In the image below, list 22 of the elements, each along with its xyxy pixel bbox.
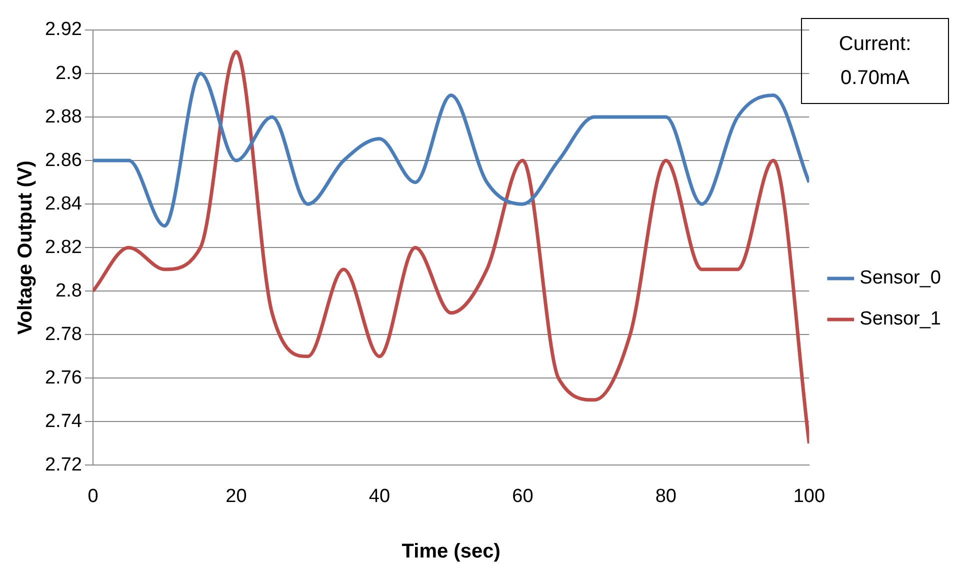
y-tick-label: 2.84 [44, 193, 82, 214]
legend-label: Sensor_0 [860, 268, 942, 289]
x-tick-label: 40 [368, 486, 390, 507]
legend-label: Sensor_1 [860, 308, 942, 330]
x-axis-title: Time (sec) [402, 540, 500, 563]
y-tick-label: 2.82 [44, 236, 82, 258]
y-tick-label: 2.86 [44, 150, 82, 171]
y-tick-label: 2.8 [56, 280, 82, 302]
x-tick-label: 80 [655, 486, 676, 507]
y-tick-label: 2.78 [44, 324, 82, 345]
y-axis-title: Voltage Output (V) [14, 160, 37, 335]
y-tick-label: 2.74 [44, 410, 82, 432]
y-tick-label: 2.88 [44, 106, 82, 128]
x-tick-label: 100 [793, 486, 826, 507]
x-tick-label: 0 [88, 486, 98, 507]
y-tick-label: 2.76 [44, 367, 82, 388]
y-tick-label: 2.72 [44, 454, 82, 476]
y-tick-label: 2.9 [56, 62, 82, 84]
x-tick-label: 60 [512, 486, 534, 507]
y-tick-label: 2.92 [44, 19, 82, 40]
x-tick-label: 20 [226, 486, 247, 507]
note-box: Current: 0.70mA [801, 18, 949, 104]
